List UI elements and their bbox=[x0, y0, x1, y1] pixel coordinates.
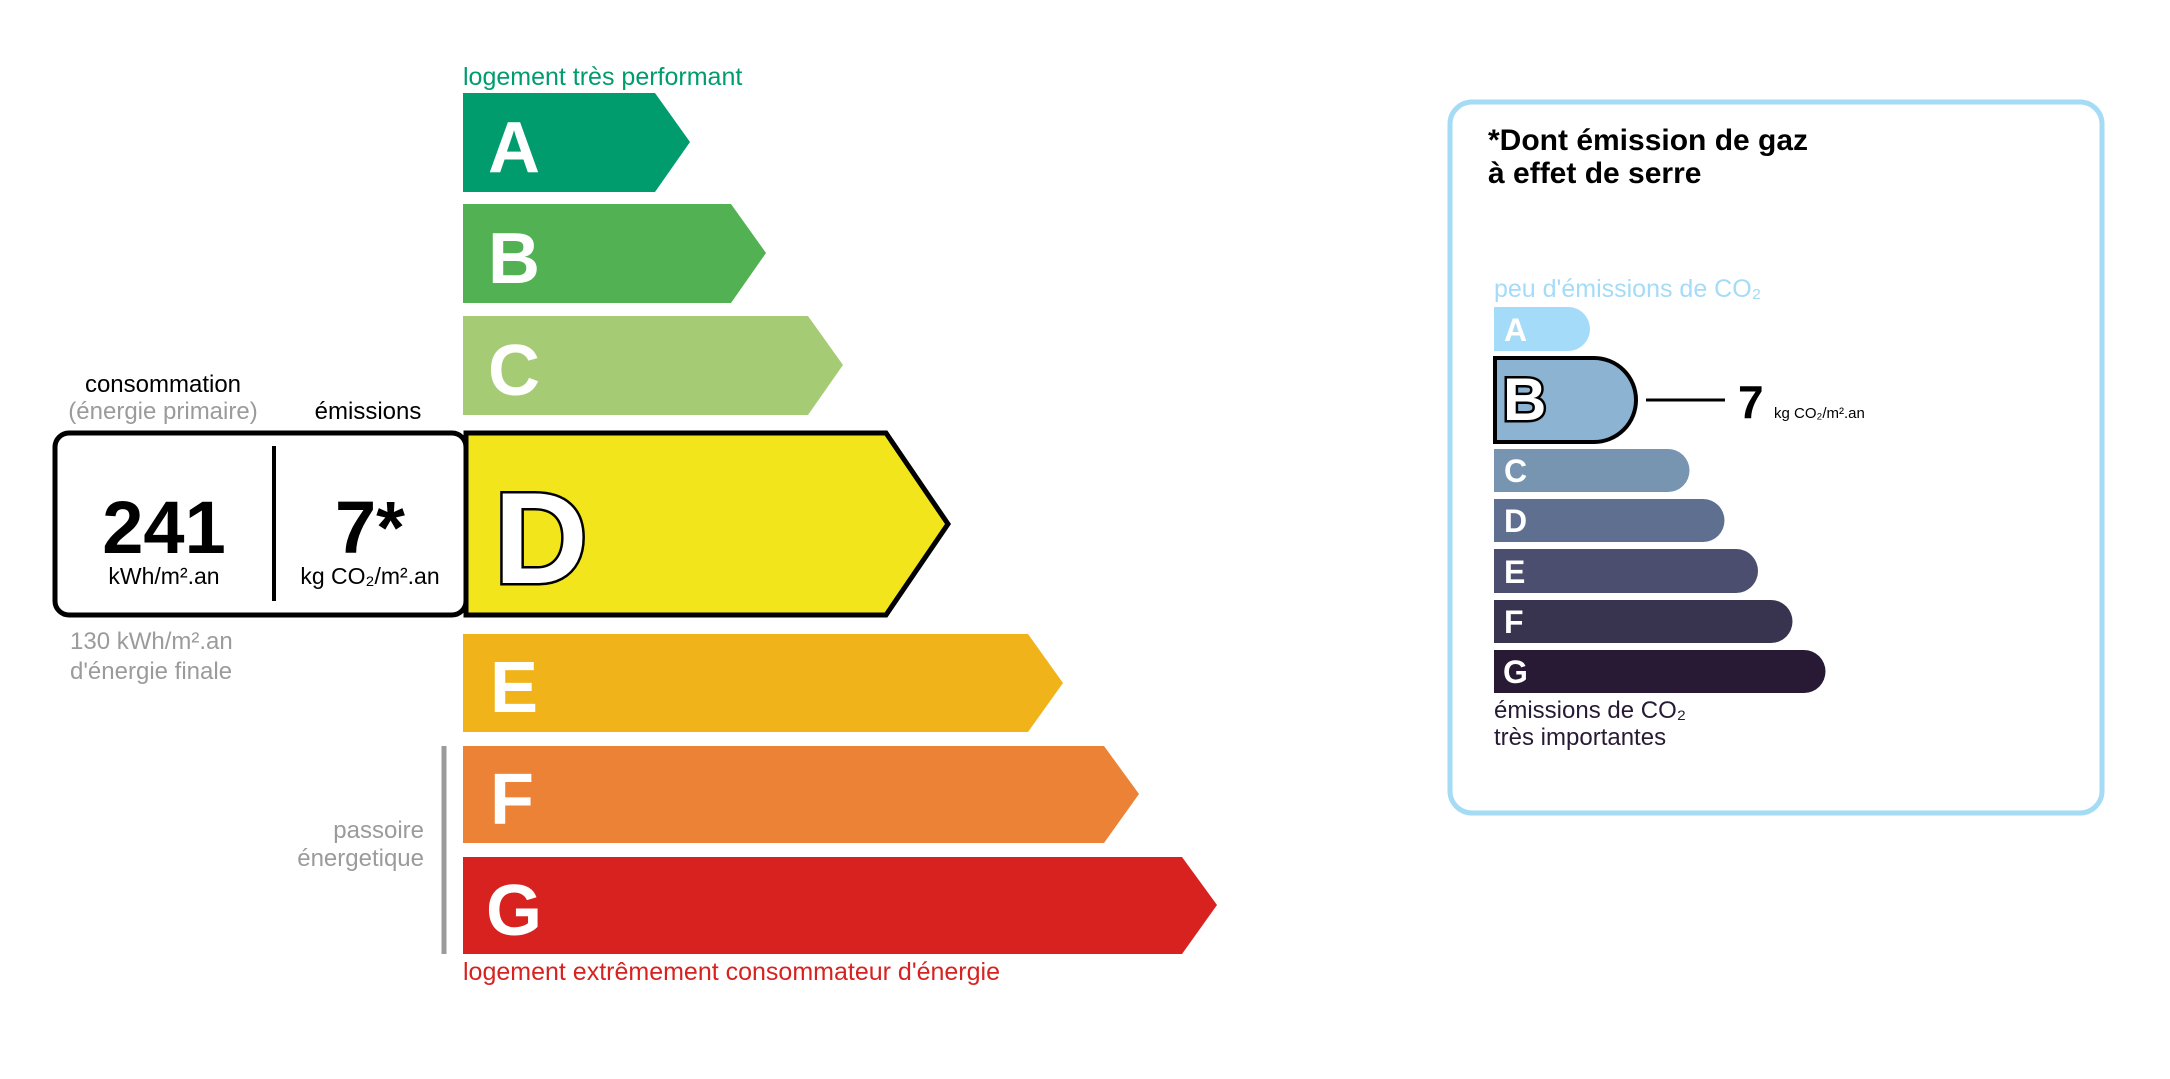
energy-bar-e: E bbox=[463, 634, 1063, 732]
passoire-label-2: énergetique bbox=[297, 845, 424, 872]
ges-bar-f: F bbox=[1494, 600, 1793, 643]
ges-title-2: à effet de serre bbox=[1488, 157, 1701, 190]
energy-bar-e-letter: E bbox=[490, 648, 538, 728]
ges-bar-b-shape bbox=[1493, 356, 1638, 444]
ges-bar-d-letter: D bbox=[1504, 503, 1527, 539]
ges-bar-f-shape bbox=[1494, 600, 1793, 643]
ges-bar-g: G bbox=[1494, 650, 1826, 693]
ges-bottom-label-2: très importantes bbox=[1494, 724, 1666, 751]
energy-bar-c-shape bbox=[463, 316, 843, 415]
passoire-label-1: passoire bbox=[333, 817, 424, 844]
ges-bar-a: A bbox=[1494, 307, 1590, 351]
energy-bar-g-letter: G bbox=[486, 871, 542, 951]
energy-top-label: logement très performant bbox=[463, 63, 742, 91]
ges-bar-e-letter: E bbox=[1504, 554, 1525, 590]
ges-bar-c-shape bbox=[1494, 449, 1690, 492]
energy-bar-a-shape bbox=[463, 93, 690, 192]
emissions-header: émissions bbox=[315, 398, 422, 425]
ges-value: 7 bbox=[1738, 376, 1764, 428]
ges-bar-c-letter: C bbox=[1504, 453, 1527, 489]
ges-bar-e-shape bbox=[1494, 549, 1758, 593]
energy-bar-b-shape bbox=[463, 204, 766, 303]
final-energy-label: d'énergie finale bbox=[70, 658, 232, 685]
energy-bar-g: G bbox=[463, 857, 1217, 954]
consumption-subheader: (énergie primaire) bbox=[68, 398, 257, 425]
emissions-unit: kg CO₂/m².an bbox=[300, 563, 439, 589]
energy-bar-c: C bbox=[463, 316, 843, 415]
ges-bar-d: D bbox=[1494, 499, 1725, 542]
ges-bottom-label-1: émissions de CO₂ bbox=[1494, 697, 1686, 724]
energy-bar-f-letter: F bbox=[490, 760, 534, 840]
ges-title-1: *Dont émission de gaz bbox=[1488, 124, 1808, 157]
energy-bar-f-shape bbox=[463, 746, 1139, 843]
energy-bar-e-shape bbox=[463, 634, 1063, 732]
energy-bar-b: B bbox=[463, 204, 766, 303]
ges-panel: *Dont émission de gaz à effet de serre p… bbox=[1447, 99, 2105, 816]
ges-bar-a-letter: A bbox=[1504, 312, 1527, 348]
ges-bar-g-letter: G bbox=[1503, 654, 1528, 690]
energy-bar-g-shape bbox=[463, 857, 1217, 954]
consumption-value: 241 bbox=[102, 486, 225, 569]
ges-bar-b-letter: B bbox=[1503, 366, 1546, 433]
energy-bar-a: A bbox=[463, 93, 690, 192]
emissions-value: 7* bbox=[335, 486, 405, 569]
energy-bar-f: F bbox=[463, 746, 1139, 843]
energy-bottom-label: logement extrêmement consommateur d'éner… bbox=[463, 958, 1000, 986]
energy-bar-a-letter: A bbox=[488, 108, 540, 188]
ges-bar-c: C bbox=[1494, 449, 1690, 492]
ges-bar-e: E bbox=[1494, 549, 1758, 593]
consumption-header: consommation bbox=[85, 371, 241, 398]
ges-bar-d-shape bbox=[1494, 499, 1725, 542]
ges-bar-a-shape bbox=[1494, 307, 1590, 351]
consumption-unit: kWh/m².an bbox=[108, 563, 219, 589]
ges-bar-f-letter: F bbox=[1504, 604, 1524, 640]
ges-bar-b-current: B 7 kg CO₂/m².an bbox=[1493, 356, 1865, 444]
ges-top-label: peu d'émissions de CO₂ bbox=[1494, 275, 1761, 303]
ges-unit: kg CO₂/m².an bbox=[1774, 405, 1865, 422]
energy-bar-d-current: D 241 kWh/m².an 7* kg CO₂/m².an bbox=[52, 430, 952, 618]
ges-bar-g-shape bbox=[1494, 650, 1826, 693]
final-energy-value: 130 kWh/m².an bbox=[70, 628, 233, 655]
energy-bar-d-letter: D bbox=[494, 465, 588, 611]
energy-bar-b-letter: B bbox=[488, 219, 540, 299]
energy-bar-c-letter: C bbox=[488, 331, 540, 411]
